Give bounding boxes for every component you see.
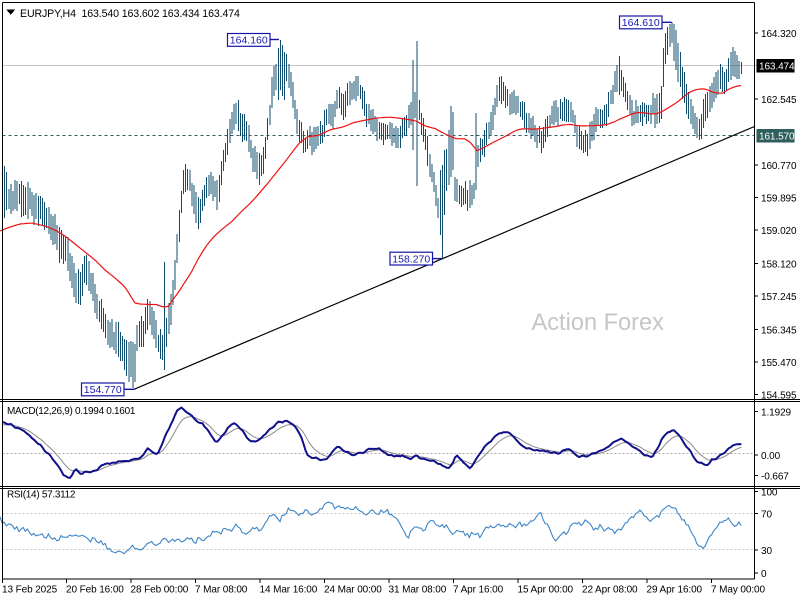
svg-text:158.120: 158.120 (761, 259, 797, 270)
svg-text:28 Feb 00:00: 28 Feb 00:00 (131, 585, 189, 596)
svg-text:0: 0 (761, 569, 767, 580)
svg-text:Action Forex: Action Forex (532, 310, 665, 336)
svg-text:30: 30 (761, 546, 772, 557)
svg-text:100: 100 (761, 487, 778, 498)
svg-text:EURJPY,H4 163.540 163.602 163: EURJPY,H4 163.540 163.602 163.434 163.47… (20, 8, 240, 20)
svg-text:154.770: 154.770 (84, 384, 122, 396)
svg-text:154.595: 154.595 (761, 391, 797, 402)
svg-text:1.1929: 1.1929 (761, 407, 792, 418)
svg-text:15 Apr 00:00: 15 Apr 00:00 (518, 585, 574, 596)
svg-text:RSI(14) 57.3112: RSI(14) 57.3112 (7, 490, 76, 501)
svg-text:7 Mar 08:00: 7 Mar 08:00 (195, 585, 248, 596)
svg-text:7 May 00:00: 7 May 00:00 (711, 585, 765, 596)
svg-text:157.245: 157.245 (761, 292, 797, 303)
svg-text:158.270: 158.270 (392, 253, 430, 265)
svg-text:160.770: 160.770 (761, 161, 797, 172)
svg-text:159.020: 159.020 (761, 226, 797, 237)
svg-text:164.610: 164.610 (622, 17, 660, 29)
svg-text:24 Mar 00:00: 24 Mar 00:00 (324, 585, 382, 596)
svg-text:14 Mar 16:00: 14 Mar 16:00 (260, 585, 318, 596)
svg-text:70: 70 (761, 509, 772, 520)
svg-text:29 Apr 16:00: 29 Apr 16:00 (647, 585, 703, 596)
svg-text:162.545: 162.545 (761, 95, 797, 106)
svg-text:155.470: 155.470 (761, 358, 797, 369)
svg-text:20 Feb 16:00: 20 Feb 16:00 (66, 585, 124, 596)
svg-text:164.160: 164.160 (230, 35, 268, 47)
svg-text:163.474: 163.474 (759, 62, 795, 73)
svg-text:0.00: 0.00 (761, 451, 781, 462)
svg-text:13 Feb 2025: 13 Feb 2025 (2, 585, 58, 596)
svg-text:31 Mar 08:00: 31 Mar 08:00 (389, 585, 447, 596)
svg-text:7 Apr 16:00: 7 Apr 16:00 (453, 585, 504, 596)
svg-text:156.345: 156.345 (761, 325, 797, 336)
svg-text:22 Apr 08:00: 22 Apr 08:00 (582, 585, 638, 596)
svg-text:164.320: 164.320 (761, 29, 797, 40)
svg-text:-0.667: -0.667 (761, 471, 789, 482)
svg-text:MACD(12,26,9) 0.1994 0.1601: MACD(12,26,9) 0.1994 0.1601 (7, 406, 136, 417)
svg-text:161.570: 161.570 (759, 132, 795, 143)
svg-text:159.895: 159.895 (761, 193, 797, 204)
